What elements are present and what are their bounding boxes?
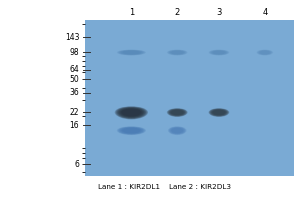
Ellipse shape [256, 50, 273, 55]
Ellipse shape [170, 110, 184, 115]
Text: 6: 6 [74, 160, 79, 169]
Ellipse shape [120, 50, 143, 55]
Ellipse shape [118, 108, 145, 118]
Ellipse shape [169, 50, 186, 55]
Ellipse shape [120, 108, 143, 117]
Ellipse shape [169, 127, 186, 135]
Text: 98: 98 [70, 48, 79, 57]
Ellipse shape [169, 50, 185, 55]
Ellipse shape [118, 127, 145, 135]
Ellipse shape [210, 109, 228, 116]
Ellipse shape [257, 50, 272, 55]
Text: 22: 22 [70, 108, 79, 117]
Text: 16: 16 [70, 121, 79, 130]
Text: 143: 143 [65, 33, 79, 42]
Text: 3: 3 [216, 8, 222, 17]
Ellipse shape [167, 108, 187, 117]
Ellipse shape [121, 128, 142, 134]
Ellipse shape [168, 126, 187, 135]
Ellipse shape [116, 107, 147, 119]
Ellipse shape [117, 50, 146, 55]
Ellipse shape [118, 107, 145, 118]
Ellipse shape [168, 50, 186, 55]
Ellipse shape [119, 50, 143, 55]
Ellipse shape [120, 127, 143, 134]
Ellipse shape [169, 109, 185, 116]
Ellipse shape [118, 50, 144, 55]
Ellipse shape [168, 109, 186, 116]
Ellipse shape [117, 126, 146, 135]
Ellipse shape [209, 50, 229, 55]
Ellipse shape [257, 50, 272, 55]
Ellipse shape [209, 109, 229, 117]
Ellipse shape [210, 109, 228, 116]
Ellipse shape [211, 50, 227, 55]
Ellipse shape [169, 127, 185, 134]
Ellipse shape [211, 109, 227, 116]
Ellipse shape [212, 109, 226, 116]
Ellipse shape [168, 127, 186, 135]
Ellipse shape [209, 108, 229, 117]
Ellipse shape [208, 50, 230, 55]
Ellipse shape [117, 50, 146, 55]
Ellipse shape [167, 108, 188, 117]
Ellipse shape [169, 109, 186, 116]
Text: Lane 1 : KIR2DL1    Lane 2 : KIR2DL3: Lane 1 : KIR2DL1 Lane 2 : KIR2DL3 [98, 184, 231, 190]
Text: 50: 50 [70, 75, 79, 84]
Ellipse shape [118, 127, 144, 134]
Ellipse shape [120, 108, 142, 117]
Ellipse shape [257, 50, 273, 55]
Ellipse shape [211, 109, 227, 116]
Ellipse shape [210, 50, 228, 55]
Ellipse shape [119, 127, 143, 134]
Ellipse shape [115, 106, 148, 119]
Text: 64: 64 [70, 65, 79, 74]
Ellipse shape [117, 127, 146, 135]
Ellipse shape [120, 127, 142, 134]
Text: 36: 36 [70, 88, 79, 97]
Ellipse shape [169, 127, 185, 134]
Ellipse shape [212, 110, 226, 115]
Ellipse shape [208, 108, 230, 117]
Ellipse shape [210, 50, 228, 55]
Ellipse shape [169, 109, 185, 116]
Ellipse shape [168, 109, 187, 117]
Ellipse shape [118, 50, 145, 55]
Ellipse shape [117, 107, 146, 118]
Ellipse shape [116, 107, 147, 119]
Ellipse shape [167, 50, 188, 55]
Ellipse shape [170, 127, 185, 134]
Text: 4: 4 [262, 8, 267, 17]
Ellipse shape [209, 50, 229, 55]
Ellipse shape [120, 50, 142, 55]
Text: 2: 2 [175, 8, 180, 17]
Ellipse shape [119, 108, 144, 118]
Text: 1: 1 [129, 8, 134, 17]
Ellipse shape [167, 50, 187, 55]
Ellipse shape [170, 109, 184, 116]
Ellipse shape [168, 50, 187, 55]
